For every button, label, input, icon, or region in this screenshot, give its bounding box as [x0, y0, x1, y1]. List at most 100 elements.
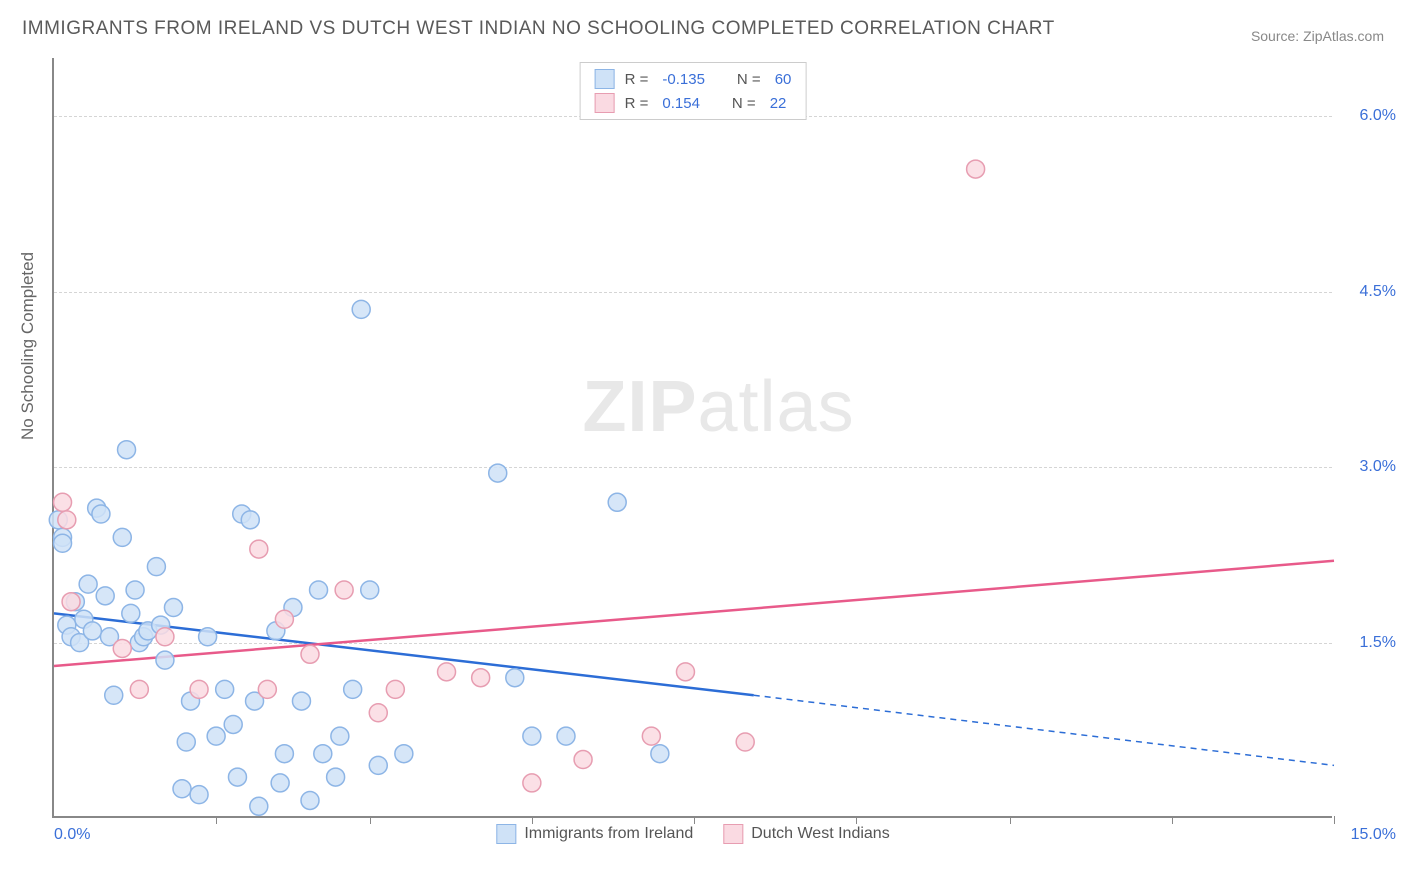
- legend-swatch: [595, 93, 615, 113]
- data-point: [177, 733, 195, 751]
- n-value: 60: [775, 71, 792, 88]
- legend-series-label: Dutch West Indians: [751, 825, 889, 843]
- x-tick-mark: [856, 816, 857, 824]
- data-point: [156, 628, 174, 646]
- data-point: [271, 774, 289, 792]
- data-point: [361, 581, 379, 599]
- data-point: [344, 680, 362, 698]
- plot-area: ZIPatlas 1.5%3.0%4.5%6.0% 0.0% 15.0% R =…: [52, 58, 1332, 818]
- data-point: [258, 680, 276, 698]
- scatter-plot: [54, 58, 1332, 816]
- data-point: [241, 511, 259, 529]
- data-point: [438, 663, 456, 681]
- x-tick-mark: [1334, 816, 1335, 824]
- trend-line-dashed: [754, 695, 1334, 765]
- legend-stats: R = -0.135 N = 60 R = 0.154 N = 22: [580, 62, 807, 120]
- data-point: [147, 558, 165, 576]
- legend-stats-row: R = 0.154 N = 22: [595, 93, 792, 113]
- trend-line: [54, 561, 1334, 666]
- data-point: [967, 160, 985, 178]
- x-tick-mark: [1172, 816, 1173, 824]
- data-point: [369, 756, 387, 774]
- chart-title: IMMIGRANTS FROM IRELAND VS DUTCH WEST IN…: [22, 18, 1055, 40]
- x-tick-mark: [1010, 816, 1011, 824]
- data-point: [523, 774, 541, 792]
- y-tick-label: 3.0%: [1360, 458, 1396, 476]
- data-point: [331, 727, 349, 745]
- data-point: [386, 680, 404, 698]
- data-point: [275, 745, 293, 763]
- n-label: N =: [737, 71, 761, 88]
- legend-stats-row: R = -0.135 N = 60: [595, 69, 792, 89]
- data-point: [472, 669, 490, 687]
- data-point: [250, 797, 268, 815]
- data-point: [83, 622, 101, 640]
- data-point: [54, 534, 72, 552]
- data-point: [164, 599, 182, 617]
- data-point: [62, 593, 80, 611]
- data-point: [506, 669, 524, 687]
- x-tick-mark: [694, 816, 695, 824]
- data-point: [275, 610, 293, 628]
- data-point: [156, 651, 174, 669]
- x-axis-label-right: 15.0%: [1351, 826, 1396, 844]
- data-point: [557, 727, 575, 745]
- y-tick-label: 1.5%: [1360, 634, 1396, 652]
- data-point: [301, 791, 319, 809]
- x-tick-mark: [370, 816, 371, 824]
- data-point: [642, 727, 660, 745]
- data-point: [96, 587, 114, 605]
- y-tick-label: 6.0%: [1360, 107, 1396, 125]
- data-point: [335, 581, 353, 599]
- data-point: [92, 505, 110, 523]
- legend-series-item: Dutch West Indians: [723, 824, 889, 844]
- data-point: [190, 786, 208, 804]
- data-point: [489, 464, 507, 482]
- r-value: 0.154: [662, 95, 700, 112]
- data-point: [79, 575, 97, 593]
- data-point: [395, 745, 413, 763]
- legend-swatch: [496, 824, 516, 844]
- legend-series-label: Immigrants from Ireland: [524, 825, 693, 843]
- data-point: [327, 768, 345, 786]
- x-tick-mark: [216, 816, 217, 824]
- data-point: [651, 745, 669, 763]
- y-axis-label: No Schooling Completed: [18, 252, 38, 440]
- data-point: [228, 768, 246, 786]
- data-point: [58, 511, 76, 529]
- data-point: [122, 604, 140, 622]
- data-point: [113, 639, 131, 657]
- n-value: 22: [770, 95, 787, 112]
- data-point: [126, 581, 144, 599]
- data-point: [105, 686, 123, 704]
- source-attribution: Source: ZipAtlas.com: [1251, 28, 1384, 44]
- data-point: [199, 628, 217, 646]
- n-label: N =: [732, 95, 756, 112]
- data-point: [314, 745, 332, 763]
- data-point: [523, 727, 541, 745]
- r-value: -0.135: [662, 71, 705, 88]
- legend-swatch: [595, 69, 615, 89]
- data-point: [301, 645, 319, 663]
- data-point: [608, 493, 626, 511]
- data-point: [216, 680, 234, 698]
- data-point: [292, 692, 310, 710]
- data-point: [54, 493, 72, 511]
- data-point: [113, 528, 131, 546]
- r-label: R =: [625, 95, 649, 112]
- data-point: [130, 680, 148, 698]
- data-point: [369, 704, 387, 722]
- data-point: [310, 581, 328, 599]
- data-point: [574, 751, 592, 769]
- data-point: [250, 540, 268, 558]
- x-axis-label-left: 0.0%: [54, 826, 90, 844]
- data-point: [190, 680, 208, 698]
- chart-container: IMMIGRANTS FROM IRELAND VS DUTCH WEST IN…: [0, 0, 1406, 892]
- data-point: [173, 780, 191, 798]
- x-tick-mark: [532, 816, 533, 824]
- legend-series-item: Immigrants from Ireland: [496, 824, 693, 844]
- data-point: [224, 715, 242, 733]
- r-label: R =: [625, 71, 649, 88]
- data-point: [352, 300, 370, 318]
- data-point: [676, 663, 694, 681]
